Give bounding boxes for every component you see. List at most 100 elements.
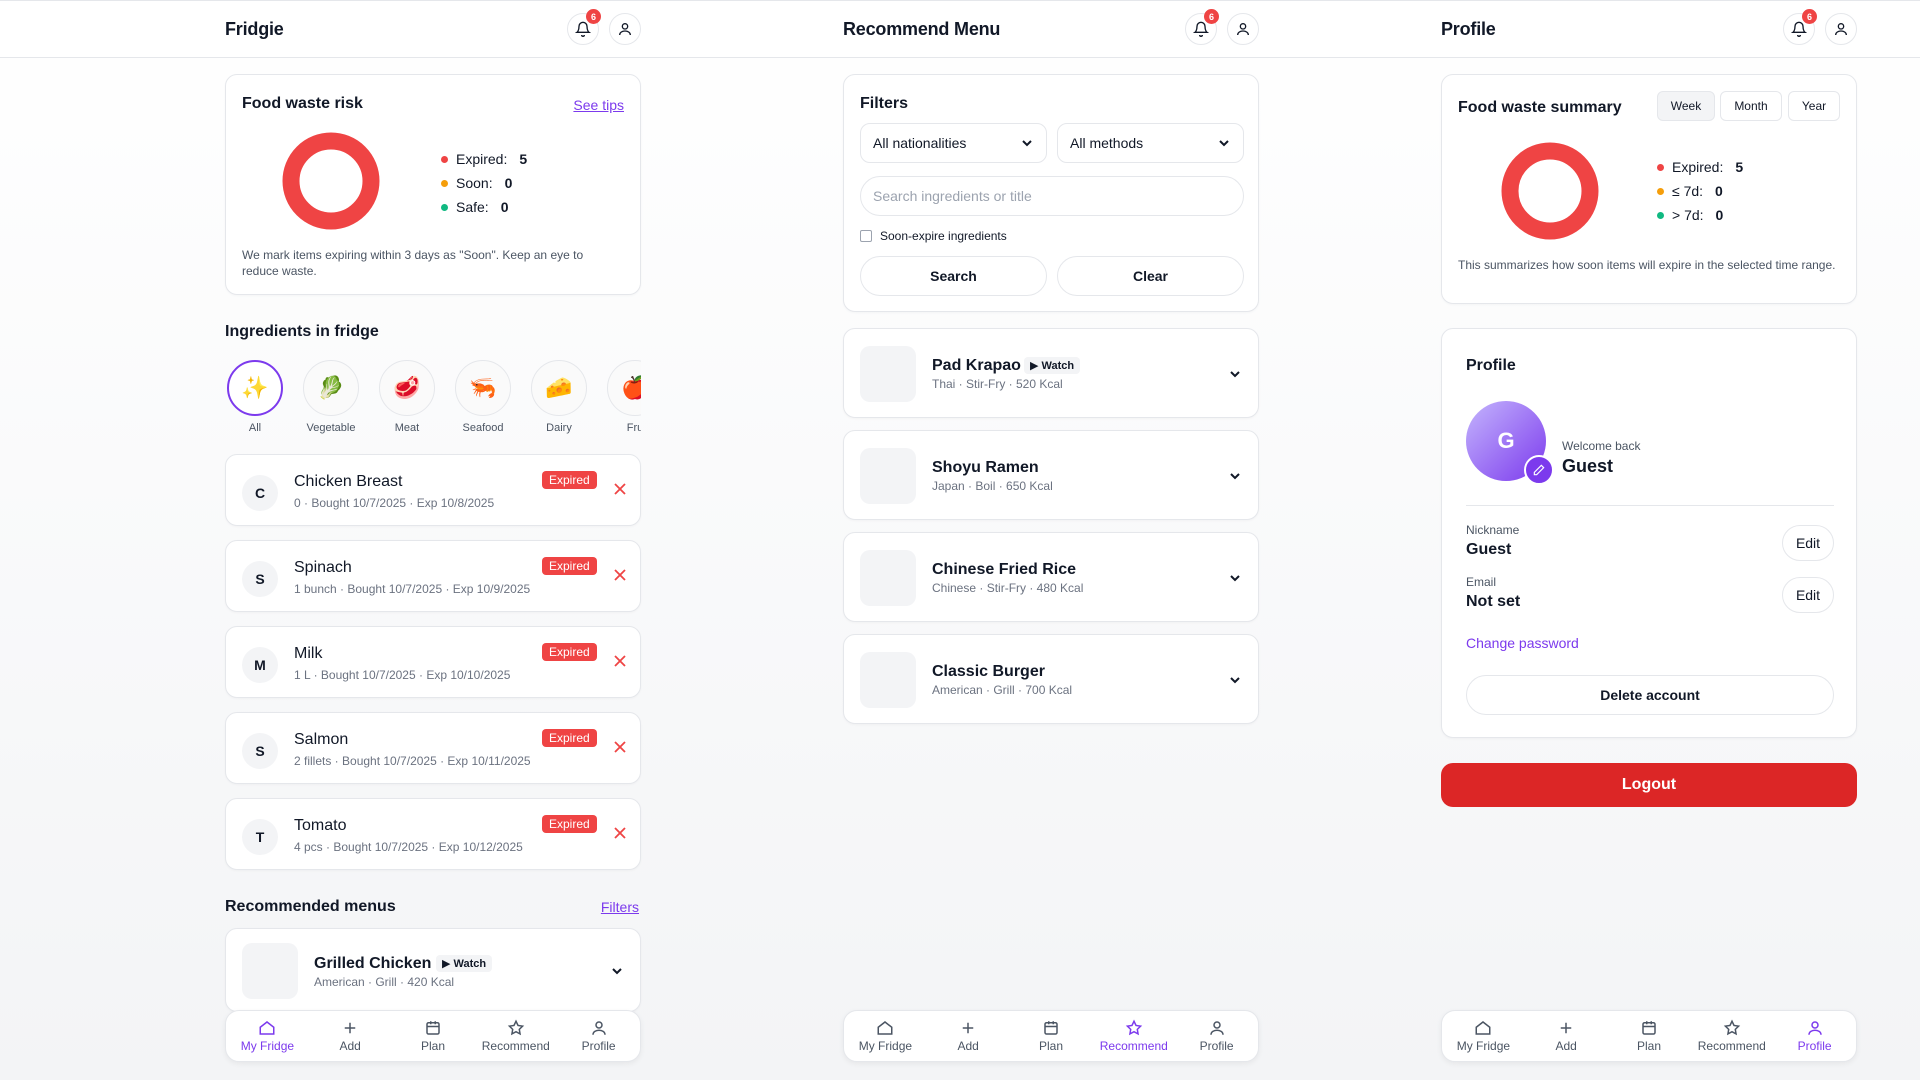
ingredient-meta: 1 bunch · Bought 10/7/2025 · Exp 10/9/20… xyxy=(294,582,531,596)
remove-icon[interactable] xyxy=(612,481,628,497)
ingredient-row[interactable]: S Spinach 1 bunch · Bought 10/7/2025 · E… xyxy=(225,540,641,612)
menu-name: Grilled Chicken xyxy=(314,955,432,972)
ingredient-row[interactable]: S Salmon 2 fillets · Bought 10/7/2025 · … xyxy=(225,712,641,784)
range-year[interactable]: Year xyxy=(1788,91,1840,121)
edit-avatar-button[interactable] xyxy=(1524,455,1554,485)
card-title: Food waste risk xyxy=(242,95,363,112)
chevron-down-icon[interactable] xyxy=(1228,469,1242,483)
user-button[interactable] xyxy=(609,13,641,45)
menu-meta: American · Grill · 420 Kcal xyxy=(314,975,455,989)
nav-add[interactable]: Add xyxy=(1526,1019,1606,1053)
profile-card-title: Profile xyxy=(1466,357,1516,374)
nav-add[interactable]: Add xyxy=(928,1019,1008,1053)
bell-icon xyxy=(1791,21,1807,37)
notification-button[interactable]: 6 xyxy=(1185,9,1219,45)
menu-card-classic-burger[interactable]: Classic Burger American · Grill · 700 Kc… xyxy=(843,634,1259,724)
status-badge: Expired xyxy=(542,815,597,833)
edit-email-button[interactable]: Edit xyxy=(1782,577,1834,613)
nav-plan[interactable]: Plan xyxy=(1011,1019,1091,1053)
nav-plan[interactable]: Plan xyxy=(393,1019,473,1053)
change-password-link[interactable]: Change password xyxy=(1466,635,1579,651)
legend-expired: Expired: 5 xyxy=(1657,155,1743,179)
nav-my-fridge[interactable]: My Fridge xyxy=(227,1019,307,1053)
see-tips-link[interactable]: See tips xyxy=(573,97,624,113)
edit-icon xyxy=(1533,464,1545,476)
clear-button[interactable]: Clear xyxy=(1057,256,1244,296)
menu-meta: Japan · Boil · 650 Kcal xyxy=(932,479,1053,493)
logout-button[interactable]: Logout xyxy=(1441,763,1857,807)
page-title: Profile xyxy=(1441,18,1496,39)
remove-icon[interactable] xyxy=(612,653,628,669)
category-vegetable[interactable]: 🥬 Vegetable xyxy=(301,360,361,434)
category-meat[interactable]: 🥩 Meat xyxy=(377,360,437,434)
remove-icon[interactable] xyxy=(612,825,628,841)
nav-recommend[interactable]: Recommend xyxy=(1094,1019,1174,1053)
food-waste-risk-card: Food waste risk See tips Expired: 5 Soon:… xyxy=(225,74,641,295)
bottom-nav: My Fridge Add Plan Recommend Profile xyxy=(225,1010,641,1062)
method-select[interactable]: All methods xyxy=(1057,123,1244,163)
category-fruit[interactable]: 🍎 Fru xyxy=(605,360,641,434)
ingredient-meta: 0 · Bought 10/7/2025 · Exp 10/8/2025 xyxy=(294,496,495,510)
nav-my-fridge[interactable]: My Fridge xyxy=(845,1019,925,1053)
remove-icon[interactable] xyxy=(612,567,628,583)
bell-icon xyxy=(1193,21,1209,37)
calendar-icon xyxy=(426,1021,440,1035)
page-title: Recommend Menu xyxy=(843,18,1001,39)
category-fruit-clip: 🍎 Fru xyxy=(605,360,641,440)
filters-link[interactable]: Filters xyxy=(600,899,639,915)
chevron-down-icon xyxy=(1219,140,1229,147)
summary-donut-chart xyxy=(1501,142,1599,240)
bottom-nav: My Fridge Add Plan Recommend Profile xyxy=(1441,1010,1857,1062)
nav-my-fridge[interactable]: My Fridge xyxy=(1443,1019,1523,1053)
user-button[interactable] xyxy=(1825,13,1857,45)
status-badge: Expired xyxy=(542,557,597,575)
chevron-down-icon[interactable] xyxy=(1228,571,1242,585)
notification-button[interactable]: 6 xyxy=(1783,9,1817,45)
dairy-icon: 🧀 xyxy=(531,360,587,416)
nav-plan[interactable]: Plan xyxy=(1609,1019,1689,1053)
top-bar xyxy=(0,0,1920,58)
watch-button[interactable]: ▶ Watch xyxy=(436,955,493,972)
nav-profile[interactable]: Profile xyxy=(1177,1019,1257,1053)
category-dairy[interactable]: 🧀 Dairy xyxy=(529,360,589,434)
filters-card: Filters All nationalities All methods So… xyxy=(843,74,1259,312)
nav-profile[interactable]: Profile xyxy=(1775,1019,1855,1053)
ingredient-name: Tomato xyxy=(294,817,347,834)
ingredient-row[interactable]: C Chicken Breast 0 · Bought 10/7/2025 · … xyxy=(225,454,641,526)
nav-profile[interactable]: Profile xyxy=(559,1019,639,1053)
category-seafood[interactable]: 🦐 Seafood xyxy=(453,360,513,434)
menu-card-grilled-chicken[interactable]: Grilled Chicken ▶ Watch American · Grill… xyxy=(225,928,641,1012)
user-button[interactable] xyxy=(1227,13,1259,45)
checkbox-box[interactable] xyxy=(860,230,872,242)
remove-icon[interactable] xyxy=(612,739,628,755)
range-week[interactable]: Week xyxy=(1657,91,1715,121)
nav-recommend[interactable]: Recommend xyxy=(1692,1019,1772,1053)
menu-card-shoyu-ramen[interactable]: Shoyu Ramen Japan · Boil · 650 Kcal xyxy=(843,430,1259,520)
chevron-down-icon[interactable] xyxy=(1228,673,1242,687)
menu-card-chinese-fried-rice[interactable]: Chinese Fried Rice Chinese · Stir-Fry · … xyxy=(843,532,1259,622)
ingredient-row[interactable]: M Milk 1 L · Bought 10/7/2025 · Exp 10/1… xyxy=(225,626,641,698)
nav-recommend[interactable]: Recommend xyxy=(476,1019,556,1053)
nav-add[interactable]: Add xyxy=(310,1019,390,1053)
legend-safe: Safe: 0 xyxy=(441,195,527,219)
watch-button[interactable]: ▶ Watch xyxy=(1024,357,1081,374)
chevron-down-icon[interactable] xyxy=(1228,367,1242,381)
ingredient-row[interactable]: T Tomato 4 pcs · Bought 10/7/2025 · Exp … xyxy=(225,798,641,870)
email-value: Not set xyxy=(1466,593,1521,610)
category-all[interactable]: ✨ All xyxy=(225,360,285,434)
chevron-down-icon[interactable] xyxy=(610,964,624,978)
edit-nickname-button[interactable]: Edit xyxy=(1782,525,1834,561)
ingredient-initial: T xyxy=(242,819,278,855)
nationality-select[interactable]: All nationalities xyxy=(860,123,1047,163)
soon-expire-checkbox[interactable]: Soon-expire ingredients xyxy=(860,229,1007,243)
user-icon xyxy=(1209,1021,1224,1035)
delete-account-button[interactable]: Delete account xyxy=(1466,675,1834,715)
welcome-text: Welcome back xyxy=(1562,439,1641,453)
notification-button[interactable]: 6 xyxy=(567,9,601,45)
meat-icon: 🥩 xyxy=(379,360,435,416)
range-month[interactable]: Month xyxy=(1720,91,1782,121)
search-button[interactable]: Search xyxy=(860,256,1047,296)
user-name: Guest xyxy=(1562,456,1614,476)
search-input[interactable] xyxy=(860,176,1244,216)
menu-card-pad-krapao[interactable]: Pad Krapao ▶ Watch Thai · Stir-Fry · 520… xyxy=(843,328,1259,418)
